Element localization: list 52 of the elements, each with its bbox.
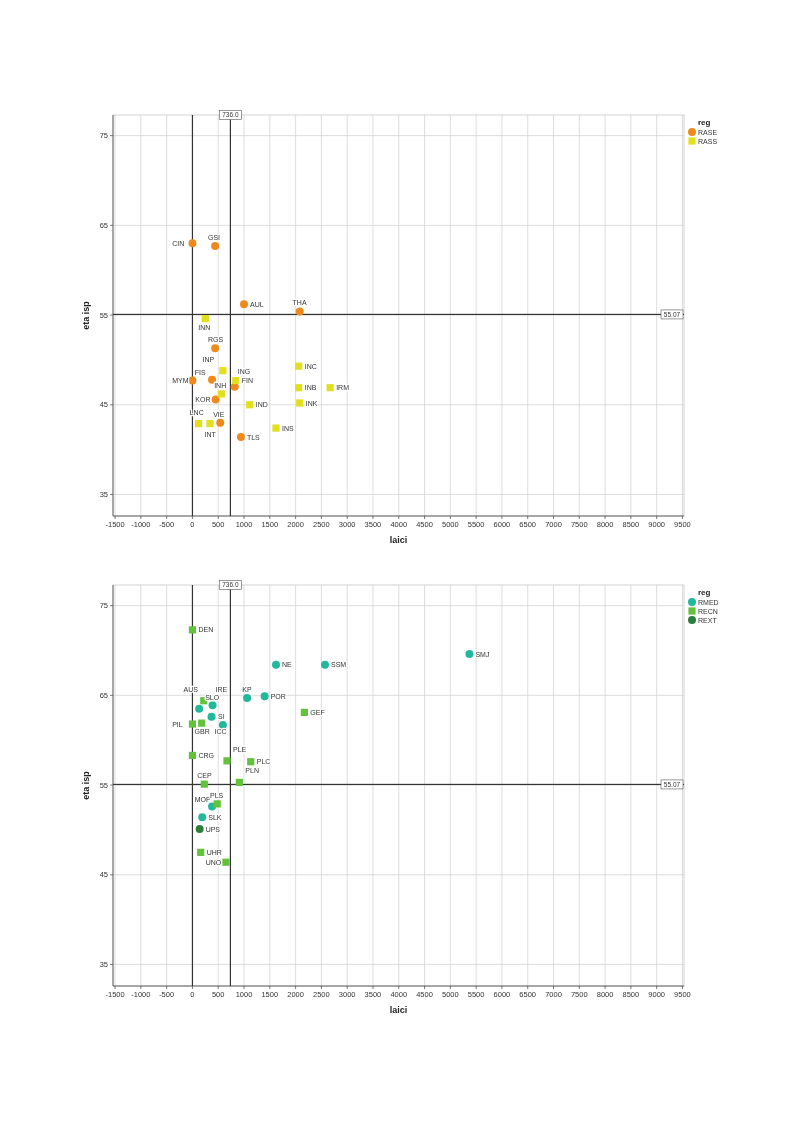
point xyxy=(195,704,204,713)
point xyxy=(211,241,220,250)
point xyxy=(201,315,209,323)
point xyxy=(300,708,308,716)
point xyxy=(188,720,197,728)
point xyxy=(188,626,197,634)
legend-title: reg xyxy=(698,118,711,127)
point xyxy=(230,382,239,391)
point xyxy=(206,420,214,428)
point xyxy=(295,307,304,316)
point xyxy=(243,694,252,703)
point xyxy=(188,239,197,248)
point xyxy=(232,376,240,385)
point xyxy=(236,433,245,442)
point xyxy=(240,300,249,309)
point xyxy=(195,825,204,834)
point xyxy=(195,420,203,428)
point xyxy=(217,390,225,398)
point xyxy=(219,367,227,375)
point xyxy=(272,424,280,432)
point xyxy=(218,720,227,729)
y-axis-title: eta isp xyxy=(81,770,91,800)
point xyxy=(272,660,280,669)
point xyxy=(295,362,303,370)
point xyxy=(211,344,220,353)
point xyxy=(208,802,217,811)
point xyxy=(326,384,334,392)
point xyxy=(260,692,269,701)
legend-title: reg xyxy=(698,588,711,597)
point xyxy=(223,757,231,765)
point xyxy=(200,780,208,788)
point xyxy=(246,401,254,409)
point xyxy=(188,751,197,760)
point xyxy=(235,778,243,786)
point xyxy=(208,375,217,384)
x-axis-title: laici xyxy=(389,535,408,545)
point xyxy=(198,719,206,727)
point xyxy=(216,418,225,427)
point xyxy=(207,712,216,721)
point xyxy=(321,660,329,669)
x-axis-title: laici xyxy=(389,1005,408,1015)
point xyxy=(198,813,207,822)
point xyxy=(213,800,221,808)
point xyxy=(211,395,220,404)
point xyxy=(295,384,303,392)
y-axis-title: eta isp xyxy=(81,300,91,330)
point xyxy=(197,848,205,856)
point xyxy=(222,858,230,866)
point xyxy=(296,399,304,407)
point xyxy=(247,758,255,766)
point xyxy=(465,650,474,659)
point xyxy=(208,701,217,710)
